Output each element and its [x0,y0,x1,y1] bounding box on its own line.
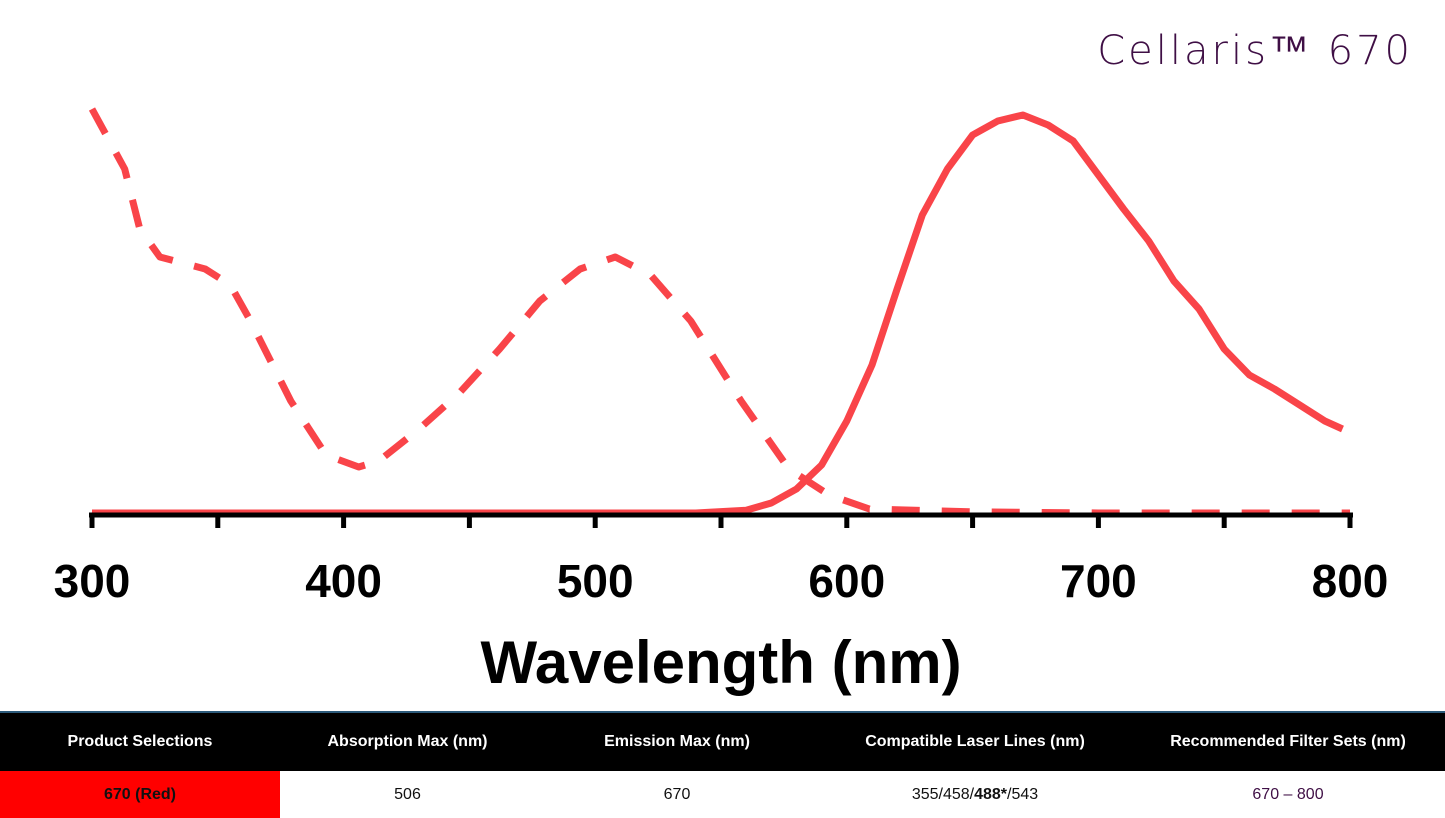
table-header-row: Product Selections Absorption Max (nm) E… [0,711,1445,771]
emission-curve [92,111,1344,517]
spectral-properties-table: Product Selections Absorption Max (nm) E… [0,711,1445,818]
header-absorption-max: Absorption Max (nm) [280,711,535,771]
series-layer [88,107,1350,517]
x-tick-label: 800 [1312,555,1389,607]
absorption-cell: 506 [394,785,421,803]
laser-lines-post: /543 [1007,785,1039,803]
x-tick-label: 300 [54,555,131,607]
x-axis-label: Wavelength (nm) [480,629,961,696]
chart-title: Cellaris™ 670 [1097,28,1413,74]
table-row: 670 (Red) 506 670 355/458/488*/543 670 –… [0,771,1445,818]
emission-cell: 670 [663,785,691,803]
x-tick-label: 500 [557,555,634,607]
laser-line-recommended: 488* [974,785,1008,803]
product-cell: 670 (Red) [0,771,280,818]
laser-lines-pre: 355/458/ [911,785,975,803]
x-axis: 300 400 500 600 700 800 [54,512,1389,607]
filter-sets-cell: 670 – 800 [1252,785,1324,803]
absorption-curve [88,107,1350,517]
spectrum-chart: 300 400 500 600 700 800 Wavelength (nm) [54,107,1389,696]
x-tick-label: 700 [1060,555,1137,607]
x-tick-label: 600 [808,555,885,607]
header-filter-sets: Recommended Filter Sets (nm) [1131,711,1445,771]
x-tick-label: 400 [305,555,382,607]
laser-lines-cell: 355/458/488*/543 [819,771,1131,818]
header-laser-lines: Compatible Laser Lines (nm) [819,711,1131,771]
header-emission-max: Emission Max (nm) [535,711,819,771]
header-product-selections: Product Selections [0,711,280,771]
